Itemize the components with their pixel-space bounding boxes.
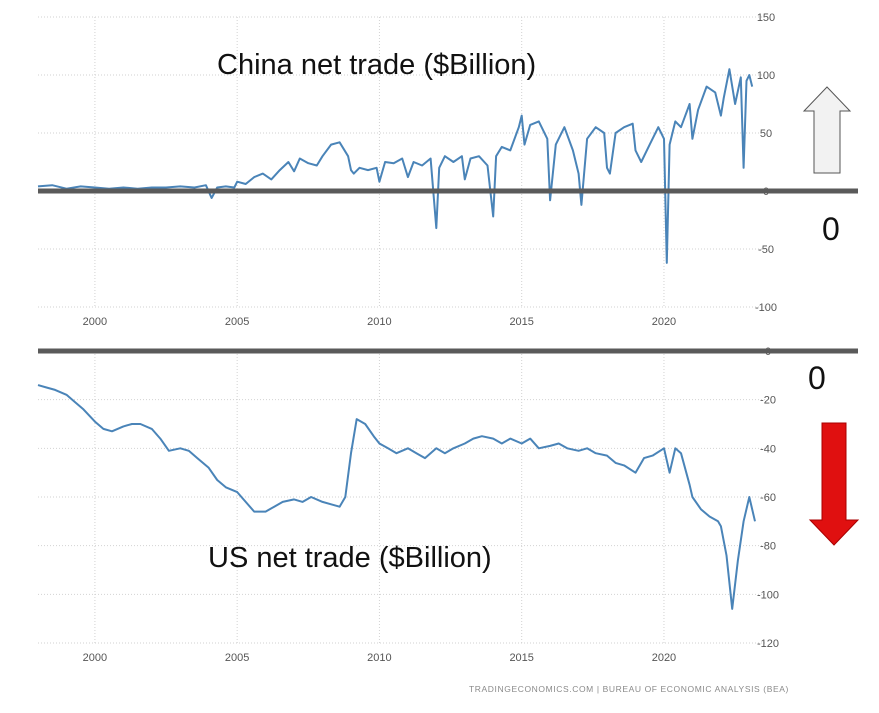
bot-x-tick-label: 2015: [509, 652, 533, 664]
bot-x-tick-label: 2010: [367, 652, 391, 664]
us-net-trade-chart: 0-20-40-60-80-100-120 200020052010201520…: [37, 346, 860, 664]
bot-y-tick-label: -40: [760, 443, 776, 455]
top-x-tick-label: 2005: [225, 316, 249, 328]
bot-y-tick-label: -80: [760, 541, 776, 553]
us-chart-grid: [38, 350, 767, 644]
china-zero-annotation: 0: [822, 211, 840, 247]
china-net-trade-chart: 150 100 50 0 -50 -100 2000 2005 2010 2015 2020 Ch…: [37, 12, 858, 328]
bot-x-tick-label: 2020: [652, 652, 676, 664]
us-net-trade-series-line: [37, 384, 756, 610]
bot-y-tick-label: -100: [757, 589, 779, 601]
bot-y-tick-label: -60: [760, 492, 776, 504]
top-x-tick-label: 2020: [652, 316, 676, 328]
top-y-tick-label: -100: [755, 302, 777, 314]
top-x-tick-label: 2010: [367, 316, 391, 328]
bot-x-tick-label: 2000: [83, 652, 107, 664]
china-chart-x-tick-labels: 2000 2005 2010 2015 2020: [83, 316, 677, 328]
bot-y-tick-label: -120: [757, 638, 779, 650]
down-arrow-icon: [808, 422, 860, 546]
bot-x-tick-label: 2005: [225, 652, 249, 664]
china-chart-title: China net trade ($Billion): [217, 49, 536, 81]
china-net-trade-series-line: [37, 68, 754, 264]
top-y-tick-label: -50: [758, 244, 774, 256]
us-chart-title: US net trade ($Billion): [208, 542, 492, 574]
us-chart-y-tick-labels: 0-20-40-60-80-100-120: [757, 346, 779, 650]
top-x-tick-label: 2015: [509, 316, 533, 328]
source-attribution: TRADINGECONOMICS.COM | BUREAU OF ECONOMI…: [469, 684, 789, 694]
us-zero-annotation: 0: [808, 360, 826, 396]
us-chart-x-tick-labels: 2000 2005 2010 2015 2020: [83, 652, 677, 664]
top-y-tick-label: 100: [757, 70, 775, 82]
top-y-tick-label: 50: [760, 128, 772, 140]
bot-y-tick-label: -20: [760, 395, 776, 407]
top-y-tick-label: 150: [757, 12, 775, 24]
top-x-tick-label: 2000: [83, 316, 107, 328]
up-arrow-icon: [802, 86, 852, 174]
china-chart-y-tick-labels: 150100500-50-100: [755, 12, 777, 314]
